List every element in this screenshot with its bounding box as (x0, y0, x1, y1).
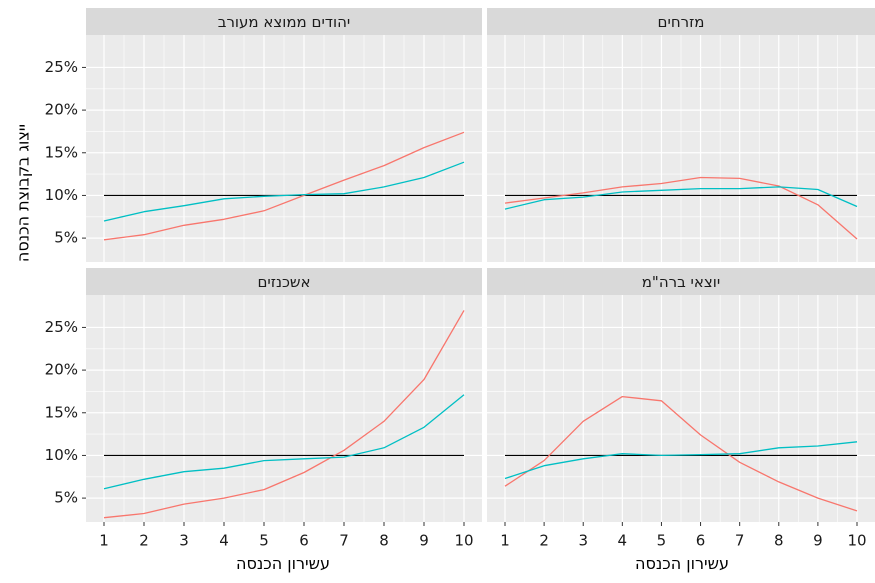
panel-title: יהודים ממוצא מעורב (218, 13, 350, 31)
panel-title: יוצאי ברה"מ (642, 273, 721, 291)
x-tick-label: 8 (774, 532, 784, 550)
series-line-2 (103, 394, 465, 490)
panel-title: אשכנזים (257, 273, 310, 291)
x-tick-label: 5 (657, 532, 667, 550)
y-tick-label: 10% (45, 186, 78, 204)
x-tick-label: 6 (299, 532, 309, 550)
panel-strip (487, 8, 875, 35)
y-tick-label: 20% (45, 101, 78, 119)
x-tick-label: 4 (618, 532, 628, 550)
panel-title: מזרחים (658, 13, 705, 31)
panel-strip (487, 268, 875, 295)
x-tick-label: 3 (179, 532, 189, 550)
y-tick-label: 25% (45, 58, 78, 76)
y-tick-label: 10% (45, 446, 78, 464)
series-line-1 (103, 310, 465, 519)
y-tick-label: 20% (45, 361, 78, 379)
x-tick-label: 9 (419, 532, 429, 550)
series-line-1 (103, 131, 465, 241)
x-tick-label: 3 (578, 532, 588, 550)
y-tick-label: 25% (45, 318, 78, 336)
series-line-2 (504, 441, 858, 480)
y-tick-label: 15% (45, 403, 78, 421)
panel-strip (86, 8, 482, 35)
x-tick-label: 4 (219, 532, 229, 550)
x-tick-label: 6 (696, 532, 706, 550)
y-tick-label: 5% (54, 489, 78, 507)
y-tick-label: 15% (45, 143, 78, 161)
y-tick-label: 5% (54, 229, 78, 247)
x-tick-label: 7 (735, 532, 745, 550)
series-line-2 (504, 186, 858, 210)
x-tick-label: 5 (259, 532, 269, 550)
x-tick-label: 10 (454, 532, 473, 550)
y-axis-title: ייצוג בקבוצת הכנסה (14, 124, 33, 262)
series-line-1 (504, 395, 858, 512)
x-axis-title-left: עשירון הכנסה (236, 554, 330, 573)
series-line-1 (504, 176, 858, 240)
x-tick-label: 7 (339, 532, 349, 550)
x-axis-title-right: עשירון הכנסה (635, 554, 729, 573)
x-tick-label: 8 (379, 532, 389, 550)
x-tick-label: 1 (500, 532, 510, 550)
panel-strip (86, 268, 482, 295)
series-line-2 (103, 161, 465, 222)
x-tick-label: 9 (813, 532, 823, 550)
x-tick-label: 2 (139, 532, 149, 550)
x-tick-label: 10 (847, 532, 866, 550)
x-tick-label: 1 (99, 532, 109, 550)
x-tick-label: 2 (539, 532, 549, 550)
